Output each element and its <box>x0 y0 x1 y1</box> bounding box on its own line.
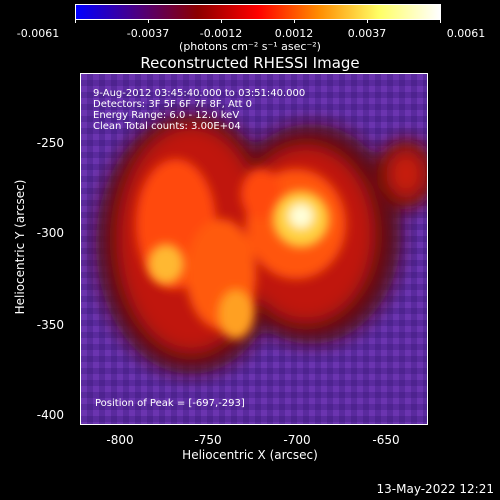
emission-bright-core <box>148 191 329 339</box>
info-detectors: Detectors: 3F 5F 6F 7F 8F, Att 0 <box>93 99 253 110</box>
y-tick-label: -400 <box>36 408 64 422</box>
colorbar-tickmark <box>148 19 149 23</box>
colorbar-tick-label: 0.0037 <box>347 27 387 40</box>
info-clean-counts: Clean Total counts: 3.00E+04 <box>93 121 241 132</box>
colorbar-tick-label: -0.0037 <box>126 27 170 40</box>
rhessi-image <box>81 74 427 424</box>
colorbar-tick-label: -0.0061 <box>16 27 60 40</box>
y-axis-label: Heliocentric Y (arcsec) <box>13 179 27 315</box>
colorbar-units: (photons cm⁻² s⁻¹ asec⁻²) <box>179 40 321 53</box>
x-tick-label: -650 <box>372 433 400 447</box>
info-time-range: 9-Aug-2012 03:45:40.000 to 03:51:40.000 <box>93 88 306 99</box>
info-energy-range: Energy Range: 6.0 - 12.0 keV <box>93 110 240 121</box>
colorbar-tick-label: 0.0012 <box>274 27 314 40</box>
x-tick-label: -750 <box>194 433 222 447</box>
y-tick-label: -300 <box>36 226 64 240</box>
x-tick-label: -700 <box>283 433 311 447</box>
x-tick-label: -800 <box>106 433 134 447</box>
peak-position: Position of Peak = [-697,-293] <box>95 398 245 409</box>
colorbar-tickmark <box>440 19 441 23</box>
x-axis-label: Heliocentric X (arcsec) <box>182 448 318 462</box>
rhessi-image-plot: 9-Aug-2012 03:45:40.000 to 03:51:40.000 … <box>80 73 428 425</box>
colorbar-tickmark <box>221 19 222 23</box>
y-tick-label: -250 <box>36 136 64 150</box>
colorbar-tick-label: 0.0061 <box>446 27 486 40</box>
timestamp: 13-May-2022 12:21 <box>376 482 494 496</box>
colorbar <box>75 4 441 20</box>
plot-title: Reconstructed RHESSI Image <box>140 54 360 72</box>
colorbar-tickmark <box>367 19 368 23</box>
colorbar-tick-label: -0.0012 <box>199 27 243 40</box>
y-tick-label: -350 <box>36 318 64 332</box>
colorbar-tickmark <box>294 19 295 23</box>
colorbar-tickmark <box>75 19 76 23</box>
